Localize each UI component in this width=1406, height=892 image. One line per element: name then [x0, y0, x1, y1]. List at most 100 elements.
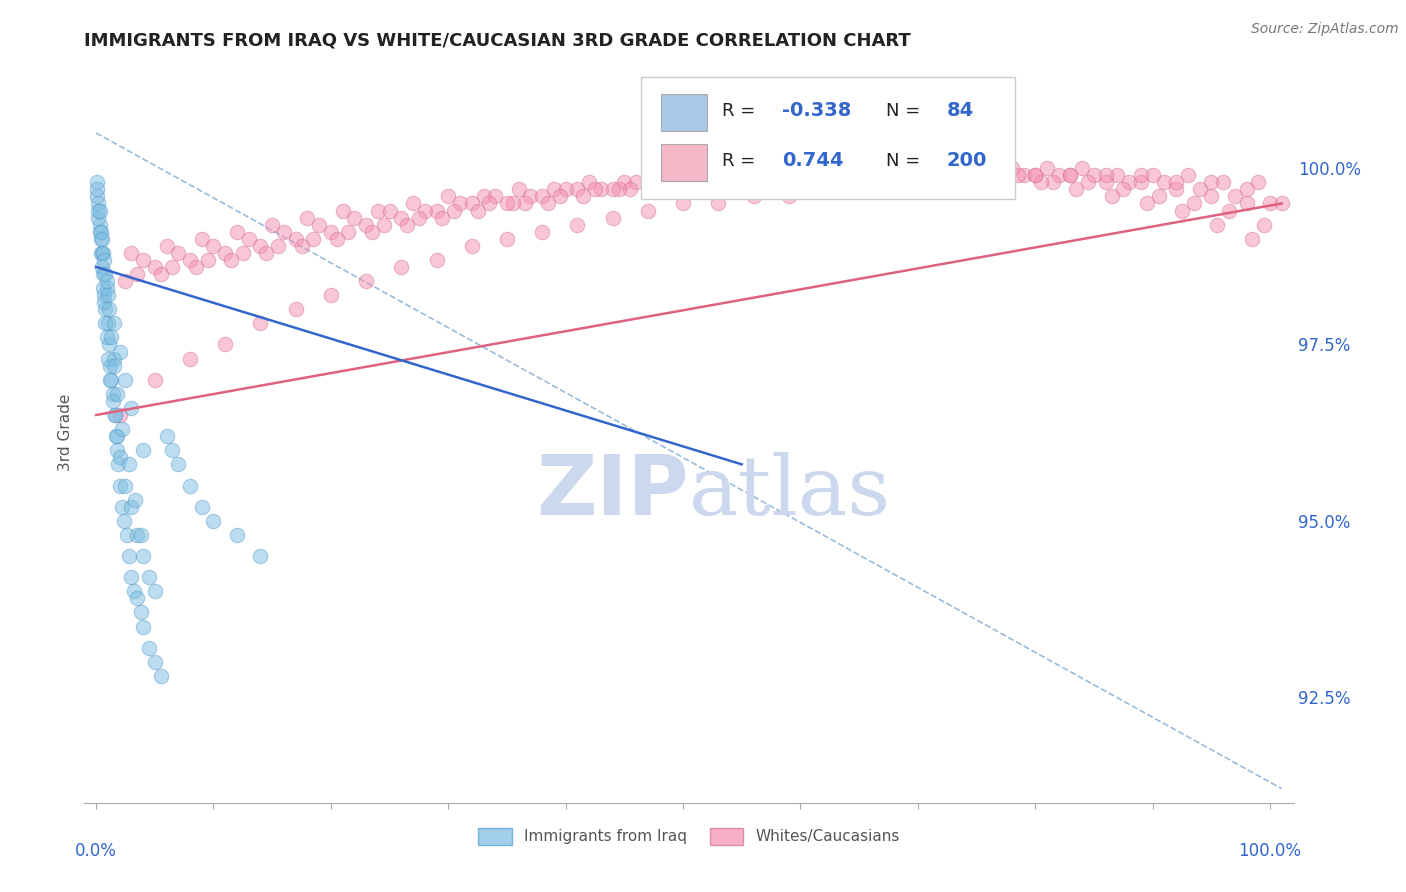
Text: 0.0%: 0.0% [75, 841, 117, 860]
Point [942, 161, 965, 176]
Point [90, 245, 112, 260]
Point [754, 168, 776, 182]
Point [425, 252, 447, 267]
Point [572, 189, 595, 203]
Text: ZIP: ZIP [537, 451, 689, 533]
Point [1147, 189, 1170, 203]
Point [138, 640, 160, 655]
Point [1001, 161, 1024, 176]
Point [883, 161, 905, 176]
Text: R =: R = [721, 102, 755, 120]
Point [1182, 196, 1205, 211]
Point [648, 175, 671, 189]
Point [972, 168, 994, 182]
Point [519, 189, 541, 203]
Point [907, 161, 929, 176]
Point [624, 175, 647, 189]
FancyBboxPatch shape [641, 78, 1015, 200]
Point [367, 203, 389, 218]
Point [112, 514, 135, 528]
Point [437, 189, 460, 203]
Point [1166, 182, 1188, 196]
Text: 200: 200 [946, 152, 987, 170]
Point [93, 252, 115, 267]
FancyBboxPatch shape [661, 144, 707, 181]
Point [238, 232, 260, 246]
Point [86, 175, 108, 189]
Point [184, 260, 207, 274]
Point [105, 443, 128, 458]
Point [766, 168, 789, 182]
Point [783, 168, 806, 182]
Point [104, 408, 127, 422]
Point [1177, 168, 1199, 182]
Point [461, 196, 484, 211]
Point [98, 302, 121, 317]
Point [578, 175, 600, 189]
Text: atlas: atlas [689, 452, 891, 532]
Point [267, 239, 290, 253]
Text: -0.338: -0.338 [782, 101, 852, 120]
Point [672, 175, 695, 189]
Point [1042, 175, 1064, 189]
Point [924, 161, 946, 176]
Point [478, 196, 501, 211]
Point [89, 203, 111, 218]
Point [918, 175, 941, 189]
Point [537, 196, 560, 211]
Point [118, 458, 141, 472]
Point [129, 606, 152, 620]
Point [742, 168, 765, 182]
Point [1083, 168, 1105, 182]
Point [1066, 182, 1088, 196]
Point [111, 422, 134, 436]
Point [202, 239, 225, 253]
Point [389, 211, 412, 225]
Point [848, 182, 870, 196]
Point [332, 203, 354, 218]
Point [120, 245, 142, 260]
Point [889, 161, 911, 176]
Point [589, 182, 612, 196]
Point [1236, 182, 1258, 196]
Point [567, 182, 589, 196]
Point [219, 252, 242, 267]
Point [502, 196, 524, 211]
Point [818, 168, 841, 182]
Point [93, 295, 115, 310]
Point [672, 196, 695, 211]
Point [1101, 189, 1123, 203]
Point [284, 232, 307, 246]
Point [472, 189, 495, 203]
Point [583, 182, 606, 196]
Point [1136, 196, 1159, 211]
Point [1153, 175, 1175, 189]
Point [226, 225, 249, 239]
Point [396, 218, 419, 232]
Point [637, 175, 659, 189]
Point [1241, 232, 1264, 246]
Point [122, 584, 145, 599]
Point [103, 359, 125, 373]
Point [548, 189, 571, 203]
Point [931, 161, 953, 176]
Point [143, 584, 166, 599]
Point [1007, 168, 1029, 182]
Point [654, 175, 676, 189]
Point [1142, 168, 1164, 182]
Point [197, 252, 219, 267]
Point [138, 570, 160, 584]
Point [748, 168, 770, 182]
Point [602, 182, 624, 196]
Point [443, 203, 465, 218]
Point [713, 175, 735, 189]
Point [966, 161, 988, 176]
Point [801, 168, 824, 182]
Point [91, 260, 114, 274]
Point [308, 218, 330, 232]
Point [1118, 175, 1140, 189]
Point [190, 500, 212, 514]
Point [87, 211, 110, 225]
Point [100, 330, 122, 344]
Point [143, 373, 166, 387]
